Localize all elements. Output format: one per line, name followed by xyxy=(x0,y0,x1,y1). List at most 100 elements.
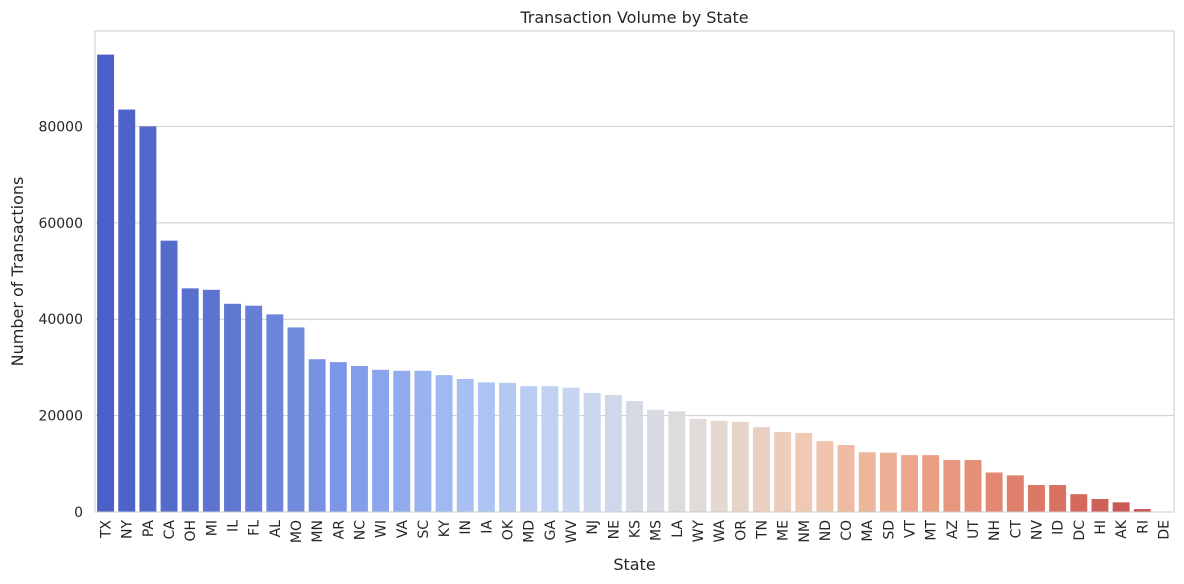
y-tick-label: 60000 xyxy=(38,216,83,232)
bar-IA xyxy=(477,382,495,512)
x-tick-label: MI xyxy=(204,520,220,536)
x-tick-label: NJ xyxy=(585,520,601,535)
x-tick-label: ME xyxy=(776,520,792,541)
x-tick-label: CO xyxy=(839,520,855,541)
x-tick-label: LA xyxy=(670,520,686,538)
x-tick-label: VT xyxy=(903,520,919,539)
x-tick-label: MT xyxy=(924,520,940,541)
bar-MT xyxy=(922,455,940,512)
x-tick-label: SC xyxy=(416,520,432,539)
x-tick-label: MN xyxy=(310,520,326,543)
x-tick-label: MO xyxy=(289,520,305,543)
bar-FL xyxy=(245,305,263,512)
x-tick-label: WA xyxy=(712,520,728,543)
x-tick-label: IA xyxy=(479,520,495,534)
x-tick-label: HI xyxy=(1093,520,1109,535)
bar-NH xyxy=(985,472,1003,512)
y-tick-label: 20000 xyxy=(38,409,83,425)
x-tick-label: DE xyxy=(1156,520,1172,540)
x-tick-label: TN xyxy=(754,520,770,540)
bar-OK xyxy=(499,382,517,512)
bar-TX xyxy=(97,54,115,512)
x-tick-label: CT xyxy=(1008,520,1024,539)
x-tick-label: KY xyxy=(437,520,453,538)
x-tick-label: IN xyxy=(458,520,474,535)
bar-KY xyxy=(435,375,453,512)
bar-SD xyxy=(879,452,897,512)
bar-WV xyxy=(562,387,580,512)
bar-MS xyxy=(647,409,665,512)
x-tick-label: KS xyxy=(628,520,644,538)
y-tick-label: 0 xyxy=(74,505,83,521)
x-tick-label: NV xyxy=(1029,520,1045,540)
bar-SC xyxy=(414,370,432,512)
bar-MD xyxy=(520,386,538,512)
x-tick-label: TX xyxy=(99,520,115,540)
x-tick-label: PA xyxy=(141,520,157,538)
x-tick-label: NY xyxy=(120,520,136,539)
x-tick-label: VA xyxy=(395,520,411,539)
bar-UT xyxy=(964,459,982,512)
x-tick-label: WI xyxy=(374,520,390,538)
bar-RI xyxy=(1133,509,1151,512)
bar-PA xyxy=(139,126,157,512)
bar-NM xyxy=(795,432,813,512)
x-tick-label: WV xyxy=(564,520,580,544)
bar-AL xyxy=(266,314,284,512)
bar-NE xyxy=(604,394,622,512)
bar-ID xyxy=(1049,485,1067,512)
bar-AZ xyxy=(943,459,961,512)
bar-OR xyxy=(731,421,749,512)
bars xyxy=(97,54,1151,513)
bar-TN xyxy=(752,427,770,512)
x-tick-label: GA xyxy=(543,520,559,541)
x-tick-label: RI xyxy=(1135,520,1151,534)
bar-CA xyxy=(160,240,178,513)
bar-NY xyxy=(118,109,136,512)
y-axis-title: Number of Transactions xyxy=(8,177,27,367)
bar-ND xyxy=(816,441,834,512)
x-tick-label: MS xyxy=(649,520,665,541)
x-tick-label: NC xyxy=(352,520,368,540)
x-tick-label: DC xyxy=(1072,520,1088,541)
x-tick-labels: TX NY PA CA OH MI IL FL AL MO MN AR NC WI VA SC KY IN IA OK… xyxy=(99,519,1173,543)
x-tick-label: OK xyxy=(501,519,517,540)
x-tick-label: NE xyxy=(606,520,622,539)
bar-KS xyxy=(626,401,643,512)
bar-GA xyxy=(541,386,559,512)
bar-HI xyxy=(1091,498,1109,512)
bar-VT xyxy=(901,455,919,512)
x-axis-title: State xyxy=(613,555,655,574)
bar-CT xyxy=(1006,475,1024,512)
bar-NV xyxy=(1028,485,1045,512)
x-tick-label: AZ xyxy=(945,520,961,539)
bar-WY xyxy=(689,418,707,512)
bar-WA xyxy=(710,420,728,512)
bar-ME xyxy=(774,431,792,512)
bar-MO xyxy=(287,327,305,512)
x-tick-label: NH xyxy=(987,520,1003,541)
bar-WI xyxy=(372,369,390,512)
bar-MN xyxy=(308,359,326,512)
bar-LA xyxy=(668,411,686,512)
y-tick-label: 40000 xyxy=(38,312,83,328)
x-tick-label: MD xyxy=(522,520,538,543)
bar-IN xyxy=(456,378,474,512)
x-tick-label: SD xyxy=(881,520,897,540)
chart-title: Transaction Volume by State xyxy=(519,8,748,27)
bar-AK xyxy=(1112,502,1130,512)
x-tick-label: OR xyxy=(733,520,749,541)
bar-VA xyxy=(393,370,411,512)
x-tick-label: AL xyxy=(268,520,284,538)
bar-MI xyxy=(202,289,220,512)
bar-AR xyxy=(329,362,347,512)
bar-MA xyxy=(858,452,876,512)
x-tick-label: MA xyxy=(860,520,876,542)
x-tick-label: NM xyxy=(797,520,813,543)
bar-NC xyxy=(350,365,368,512)
plot-frame xyxy=(94,30,1175,513)
bar-NJ xyxy=(583,392,601,512)
x-tick-label: AK xyxy=(1114,519,1130,539)
bar-IL xyxy=(224,303,241,512)
bar-OH xyxy=(181,288,199,512)
